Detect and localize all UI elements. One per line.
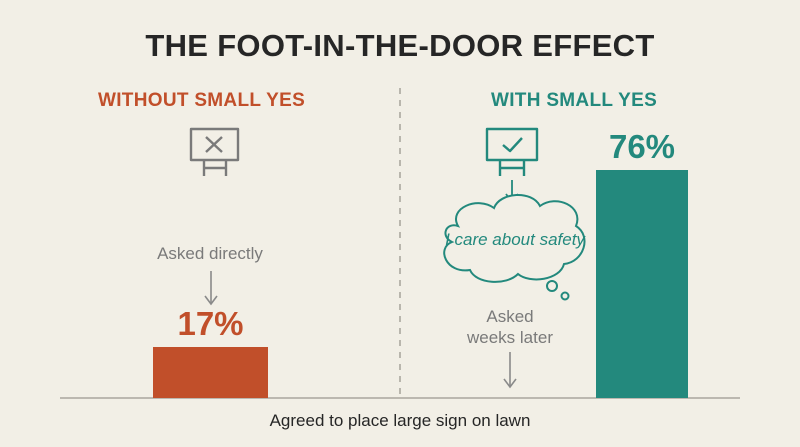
- asked-directly-note: Asked directly: [157, 244, 263, 263]
- asked-later-note: Asked weeks later: [430, 306, 590, 348]
- x-axis-label: Agreed to place large sign on lawn: [269, 411, 531, 430]
- asked-later-line2: weeks later: [467, 328, 553, 347]
- without-heading: WITHOUT SMALL YES: [98, 90, 306, 111]
- thought-cloud: [443, 193, 586, 301]
- sign-rejected-icon: [189, 127, 240, 176]
- value-label-without: 17%: [177, 305, 244, 342]
- with-heading: WITH SMALL YES: [491, 90, 658, 111]
- bar-without-small-yes: [153, 347, 268, 398]
- chart-title: THE FOOT-IN-THE-DOOR EFFECT: [145, 28, 655, 63]
- sign-accepted-icon: [485, 127, 539, 176]
- asked-later-line1: Asked: [486, 307, 534, 326]
- bar-with-small-yes: [596, 170, 688, 398]
- asked-later-arrow: [503, 352, 517, 389]
- thought-text: I care about safety: [445, 230, 585, 249]
- value-label-with: 76%: [608, 128, 676, 165]
- asked-directly-arrow: [204, 271, 218, 306]
